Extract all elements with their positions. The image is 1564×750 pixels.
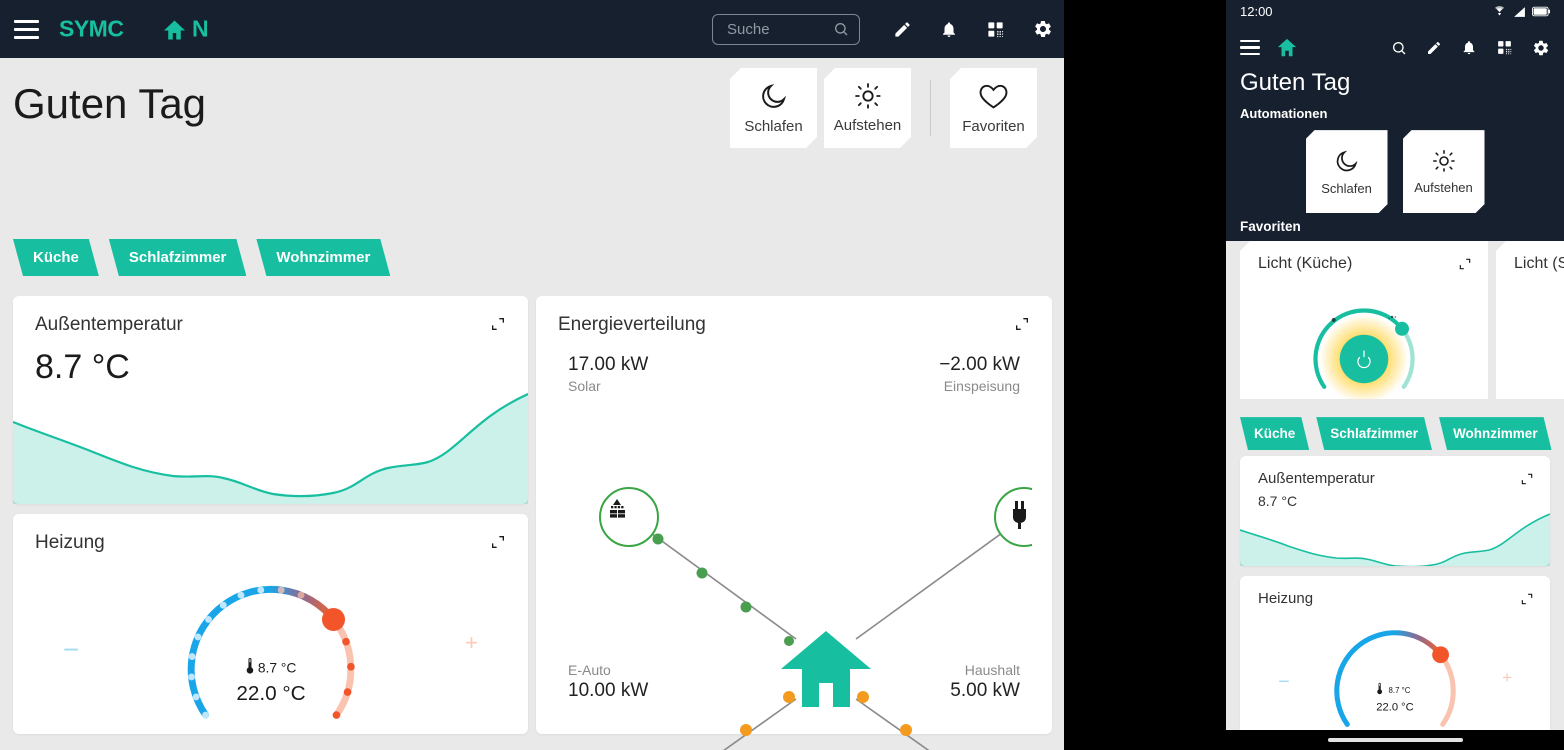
svg-text:8.7 °C: 8.7 °C — [1389, 686, 1411, 695]
svg-text:N: N — [192, 16, 208, 42]
svg-text:SYMC: SYMC — [59, 16, 123, 42]
svg-text:8.7 °C: 8.7 °C — [257, 659, 296, 675]
svg-text:22.0 °C: 22.0 °C — [236, 682, 305, 705]
svg-text:22.0 °C: 22.0 °C — [1376, 702, 1413, 714]
